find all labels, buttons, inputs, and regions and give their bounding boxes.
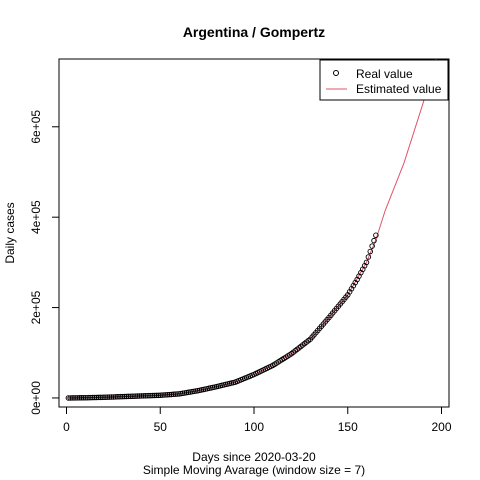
legend-real-value-label: Real value xyxy=(356,67,413,81)
real-value-point xyxy=(174,391,180,397)
real-value-point xyxy=(371,237,377,244)
real-value-point xyxy=(95,394,102,401)
real-value-point xyxy=(112,394,118,400)
real-value-point xyxy=(157,392,163,399)
chart-title: Argentina / Gompertz xyxy=(183,24,325,40)
real-value-point xyxy=(108,394,115,400)
real-value-point xyxy=(168,391,175,398)
real-value-point xyxy=(104,394,111,400)
y-axis: 0e+00 2e+05 4e+05 6e+05 xyxy=(29,110,60,415)
real-value-point xyxy=(164,391,171,398)
real-value-point xyxy=(89,394,96,401)
real-value-point xyxy=(163,392,169,398)
real-value-point xyxy=(159,392,165,398)
real-value-point xyxy=(369,243,375,249)
real-value-point xyxy=(103,394,109,400)
x-tick-label: 200 xyxy=(431,420,451,434)
x-axis: 0 50 100 150 200 xyxy=(63,406,452,434)
real-value-point xyxy=(136,393,143,399)
real-value-point xyxy=(172,391,178,397)
real-value-point xyxy=(148,392,154,399)
real-value-points xyxy=(65,232,379,401)
real-value-point xyxy=(144,392,150,399)
real-value-point xyxy=(365,254,372,260)
legend-box xyxy=(319,59,449,101)
real-value-point xyxy=(373,232,379,239)
real-value-point xyxy=(91,394,98,401)
real-value-point xyxy=(97,394,103,401)
legend-estimated-value-label: Estimated value xyxy=(356,82,442,96)
y-tick-label: 4e+05 xyxy=(29,200,43,234)
real-value-point xyxy=(170,391,177,398)
real-value-point xyxy=(106,394,113,400)
real-value-point xyxy=(86,394,92,401)
real-value-point xyxy=(118,393,124,400)
real-value-point xyxy=(69,395,75,401)
x-axis-label: Days since 2020-03-20 xyxy=(192,450,316,464)
real-value-point xyxy=(166,391,173,398)
real-value-point xyxy=(138,393,145,399)
real-value-point xyxy=(74,395,81,401)
real-value-point xyxy=(133,393,139,399)
real-value-point xyxy=(129,393,135,400)
real-value-point xyxy=(121,393,128,400)
real-value-point xyxy=(71,395,77,401)
y-tick-label: 0e+00 xyxy=(29,381,43,415)
y-axis-label: Daily cases xyxy=(3,202,17,263)
real-value-point xyxy=(161,392,167,398)
x-axis-sublabel: Simple Moving Avarage (window size = 7) xyxy=(143,463,365,477)
real-value-point xyxy=(76,395,83,401)
real-value-point xyxy=(363,259,370,266)
x-tick-label: 50 xyxy=(154,420,168,434)
real-value-point xyxy=(140,393,147,399)
real-value-point xyxy=(127,393,133,400)
real-value-point xyxy=(114,394,120,400)
real-value-point xyxy=(125,393,132,400)
x-tick-label: 0 xyxy=(63,420,70,434)
y-tick-label: 6e+05 xyxy=(29,110,43,144)
real-value-point xyxy=(84,394,90,401)
x-tick-label: 150 xyxy=(338,420,358,434)
real-value-point xyxy=(367,248,374,255)
real-value-point xyxy=(153,392,160,399)
real-value-point xyxy=(73,395,79,401)
legend-real-value-marker xyxy=(333,70,339,76)
real-value-point xyxy=(146,392,152,399)
real-value-point xyxy=(93,394,100,401)
real-value-point xyxy=(80,395,87,401)
real-value-point xyxy=(88,394,94,401)
legend: Real value Estimated value xyxy=(319,59,449,101)
x-tick-label: 100 xyxy=(244,420,264,434)
real-value-point xyxy=(119,393,126,400)
real-value-point xyxy=(101,394,107,401)
real-value-point xyxy=(116,393,122,400)
real-value-point xyxy=(123,393,130,400)
real-value-point xyxy=(134,393,141,399)
real-value-point xyxy=(65,395,72,401)
real-value-point xyxy=(99,394,105,401)
real-value-point xyxy=(142,393,148,399)
real-value-point xyxy=(151,392,158,399)
real-value-point xyxy=(110,394,117,400)
real-value-point xyxy=(67,395,73,401)
real-value-point xyxy=(149,392,156,399)
real-value-point xyxy=(131,393,137,399)
real-value-point xyxy=(78,395,85,401)
plot-box xyxy=(58,58,450,408)
y-tick-label: 2e+05 xyxy=(29,290,43,324)
real-value-point xyxy=(82,394,88,401)
real-value-point xyxy=(155,392,162,399)
